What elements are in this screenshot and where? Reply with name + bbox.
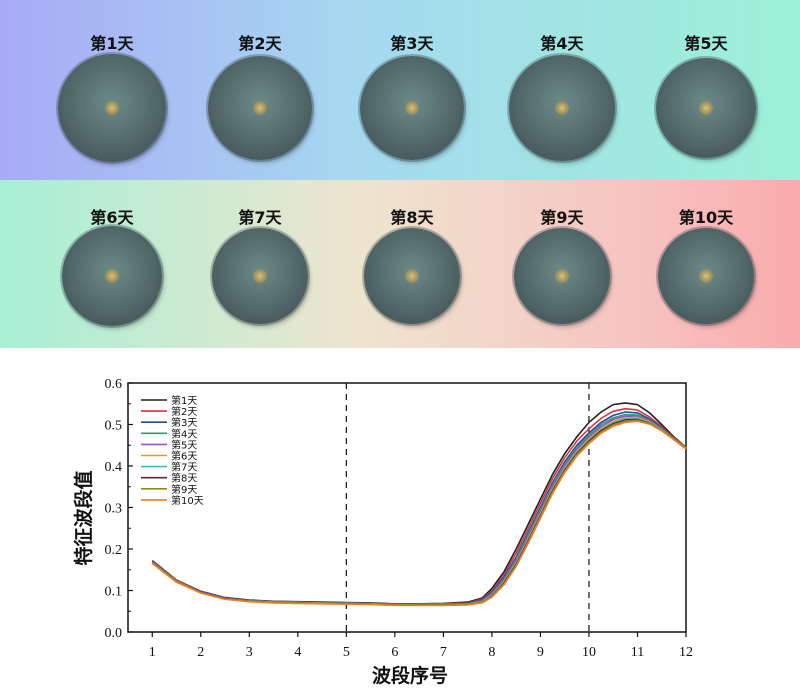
x-tick-label: 8 [488,645,495,660]
y-axis-label: 特征波段值 [72,470,95,565]
day-label: 第2天 [238,34,282,53]
legend-label: 第9天 [171,483,197,496]
leaf-center [699,269,713,283]
series-line [151,419,687,606]
leaf-center [699,101,713,115]
x-axis-label: 波段序号 [372,664,448,687]
x-tick-label: 9 [537,645,544,660]
x-tick-label: 5 [343,645,350,660]
y-tick-label: 0.6 [105,377,123,392]
leaf-disc-photo [656,58,756,158]
y-tick-label: 0.1 [105,585,123,600]
legend-label: 第5天 [171,438,197,451]
leaf-disc-photo [360,56,464,160]
series-line [151,407,687,605]
leaf-center [105,101,119,115]
x-tick-label: 3 [246,645,253,660]
series-line [151,411,687,605]
leaf-center [555,101,569,115]
legend-label: 第10天 [171,494,204,507]
series-line [151,417,687,606]
series-line [151,416,687,606]
leaf-disc-photo [58,54,166,162]
day-label: 第6天 [90,208,134,227]
leaf-disc-photo [658,228,754,324]
x-tick-label: 10 [582,645,596,660]
day-label: 第10天 [678,208,734,227]
x-tick-label: 6 [391,645,398,660]
y-tick-label: 0.3 [105,502,123,517]
x-tick-label: 1 [149,645,156,660]
leaf-center [105,269,119,283]
x-axis-ticks: 1 2 3 4 5 6 7 8 9 10 11 12 [149,632,693,660]
y-tick-label: 0.4 [105,460,123,475]
day-label: 第8天 [390,208,434,227]
legend-label: 第6天 [171,450,197,463]
line-chart: 0.00.10.20.30.40.50.6 1 2 3 4 5 6 7 8 9 10 11 12 第1… [72,377,693,687]
legend-label: 第1天 [171,394,197,407]
y-tick-label: 0.0 [105,626,123,641]
x-tick-label: 7 [440,645,447,660]
leaf-center [405,269,419,283]
leaf-center [253,269,267,283]
leaf-center [253,101,267,115]
day-label: 第5天 [684,34,728,53]
y-axis-ticks: 0.0 0.1 0.2 0.3 0.4 0.5 0.6 [105,377,133,641]
x-tick-label: 11 [631,645,644,660]
leaf-disc-photo [364,228,460,324]
y-tick-label: 0.5 [105,419,123,434]
series-line [151,418,687,606]
day-label: 第7天 [238,208,282,227]
day-label: 第4天 [540,34,584,53]
series-line [151,415,687,606]
day-label: 第3天 [390,34,434,53]
legend-label: 第7天 [171,461,197,474]
series-line [151,402,687,605]
series-line [151,420,687,607]
leaf-disc-photo [62,226,162,326]
legend-label: 第8天 [171,472,197,485]
leaf-disc-photo [208,56,312,160]
reference-lines [345,383,590,632]
x-tick-label: 2 [197,645,204,660]
leaf-disc-photo [212,228,308,324]
legend-label: 第4天 [171,427,197,440]
legend-label: 第2天 [171,405,197,418]
x-tick-label: 12 [679,645,693,660]
series-lines [151,402,687,607]
series-line [151,413,687,606]
leaf-center [405,101,419,115]
leaf-disc-photo [514,228,610,324]
y-tick-label: 0.2 [105,543,123,558]
day-label: 第9天 [540,208,584,227]
day-label: 第1天 [90,34,134,53]
legend-label: 第3天 [171,416,197,429]
leaf-center [555,269,569,283]
leaf-disc-photo [509,55,615,161]
x-tick-label: 4 [294,645,301,660]
